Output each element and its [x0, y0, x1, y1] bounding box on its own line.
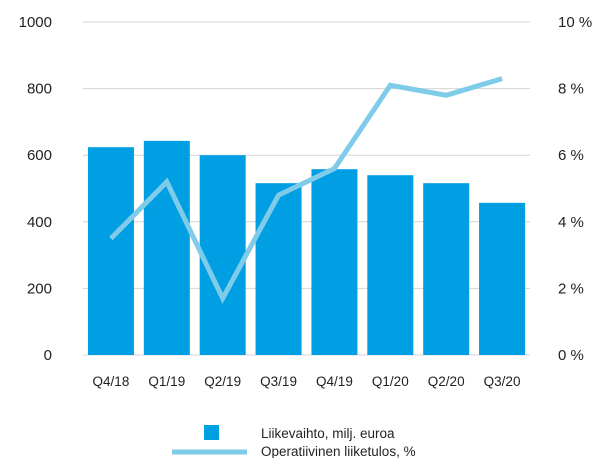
- category-label: Q2/20: [428, 374, 465, 389]
- left-tick-label: 800: [27, 81, 52, 98]
- right-tick-label: 4 %: [558, 214, 584, 231]
- left-tick-label: 1000: [19, 14, 52, 31]
- bar: [423, 183, 470, 355]
- category-label: Q3/19: [260, 374, 297, 389]
- left-tick-label: 400: [27, 214, 52, 231]
- category-axis: Q4/18 Q1/19 Q2/19 Q3/19 Q4/19 Q1/20 Q2/20 Q3/20: [93, 374, 521, 389]
- legend-label-revenue: Liikevaihto, milj. euroa: [261, 426, 395, 441]
- category-label: Q4/18: [93, 374, 130, 389]
- bar: [311, 169, 358, 355]
- left-axis: 0 200 400 600 800 1000: [19, 14, 52, 364]
- right-tick-label: 6 %: [558, 147, 584, 164]
- left-tick-label: 600: [27, 147, 52, 164]
- category-label: Q1/20: [372, 374, 409, 389]
- line-path: [109, 76, 503, 304]
- bar: [199, 155, 246, 355]
- legend: Liikevaihto, milj. euroa Operatiivinen l…: [172, 425, 416, 458]
- bar-series: [87, 140, 526, 355]
- left-tick-label: 200: [27, 280, 52, 297]
- bar: [255, 183, 302, 355]
- right-tick-label: 2 %: [558, 280, 584, 297]
- category-label: Q3/20: [484, 374, 521, 389]
- category-label: Q4/19: [316, 374, 353, 389]
- legend-swatch-revenue: [204, 425, 219, 440]
- right-tick-label: 8 %: [558, 81, 584, 98]
- legend-label-operating-margin: Operatiivinen liiketulos, %: [261, 444, 416, 458]
- bar: [143, 140, 190, 355]
- right-tick-label: 0 %: [558, 347, 584, 364]
- category-label: Q2/19: [204, 374, 241, 389]
- category-label: Q1/19: [148, 374, 185, 389]
- right-axis: 0 % 2 % 4 % 6 % 8 % 10 %: [558, 14, 592, 364]
- bar: [479, 202, 526, 355]
- bar: [87, 147, 134, 355]
- right-tick-label: 10 %: [558, 14, 592, 31]
- line-series: [109, 76, 503, 304]
- bar: [367, 175, 414, 355]
- left-tick-label: 0: [44, 347, 52, 364]
